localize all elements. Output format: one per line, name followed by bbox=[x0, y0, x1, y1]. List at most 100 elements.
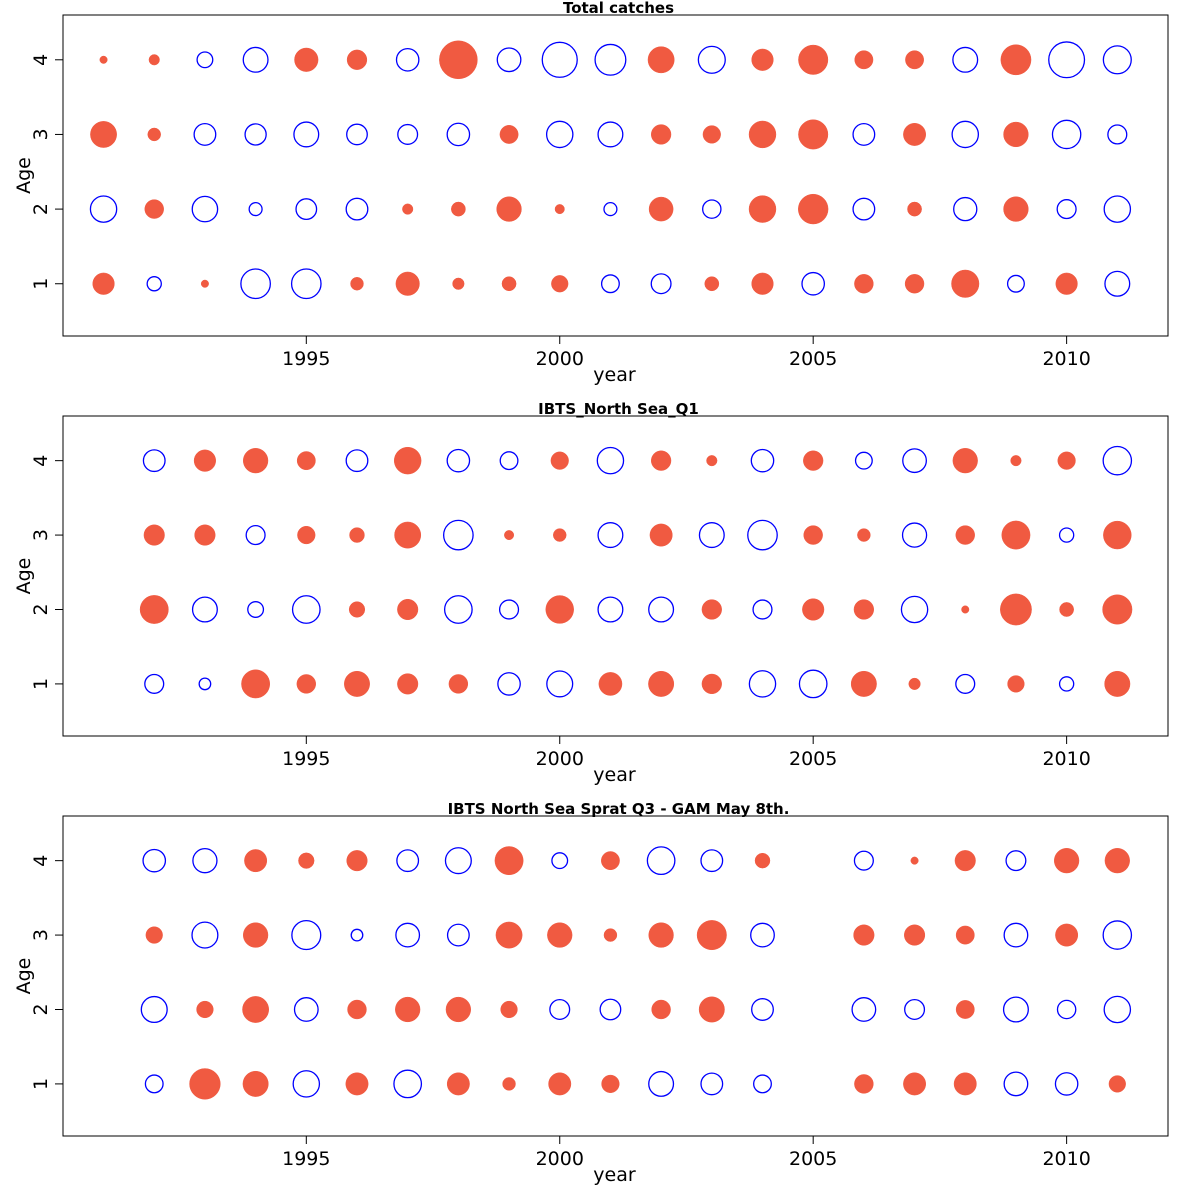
bubble-age2-2011 bbox=[1103, 195, 1132, 223]
bubble-age2-1998 bbox=[451, 201, 466, 217]
bubble-age2-2000 bbox=[545, 595, 574, 624]
bubble-age2-2003 bbox=[701, 599, 722, 620]
bubble-age3-2004 bbox=[748, 120, 777, 149]
bubble-age1-2010 bbox=[1054, 1072, 1079, 1096]
bubble-age3-1994 bbox=[245, 524, 266, 546]
bubble-age1-2009 bbox=[1007, 675, 1025, 693]
bubble-age1-1994 bbox=[240, 268, 271, 300]
bubble-age3-1997 bbox=[394, 521, 422, 549]
bubble-age3-1998 bbox=[446, 923, 470, 947]
bubble-age4-2009 bbox=[1010, 455, 1022, 467]
bubble-age4-1994 bbox=[243, 448, 269, 474]
bubble-age3-1998 bbox=[446, 122, 471, 147]
bubble-age2-2005 bbox=[802, 598, 825, 621]
bubble-age2-1994 bbox=[248, 201, 263, 217]
bubble-age1-2001 bbox=[600, 274, 620, 294]
bubble-age2-2004 bbox=[748, 195, 777, 223]
bubble-age4-2010 bbox=[1054, 848, 1080, 874]
bubble-age1-1996 bbox=[344, 670, 370, 697]
bubble-age4-2007 bbox=[902, 448, 927, 474]
bubble-age1-2006 bbox=[850, 670, 877, 697]
x-tick-label: 1995 bbox=[282, 1148, 330, 1170]
panel-1: Total catches 1995 2000 2005 2010 1 2 3 4 year Age bbox=[13, 0, 1169, 386]
bubble-age3-1999 bbox=[504, 530, 515, 541]
bubble-age3-1999 bbox=[499, 125, 519, 144]
bubble-age3-1995 bbox=[293, 121, 320, 148]
bubble-age1-2011 bbox=[1108, 1075, 1126, 1093]
bubble-age2-1995 bbox=[291, 595, 321, 624]
bubble-age3-2001 bbox=[603, 928, 618, 942]
bubble-age3-2003 bbox=[702, 125, 721, 144]
bubble-age3-2007 bbox=[904, 924, 926, 946]
bubble-age3-2002 bbox=[649, 523, 673, 547]
bubble-age4-2003 bbox=[700, 849, 724, 873]
bubble-age2-2009 bbox=[1003, 196, 1029, 222]
x-axis-label: year bbox=[593, 764, 636, 786]
plot-frame bbox=[62, 415, 1169, 737]
bubble-age1-1997 bbox=[393, 1069, 423, 1099]
bubble-age2-2008 bbox=[955, 1000, 975, 1019]
bubble-age2-1995 bbox=[295, 198, 318, 221]
bubble-age1-1998 bbox=[446, 1072, 470, 1096]
bubble-age4-1998 bbox=[439, 40, 478, 80]
bubble-age1-1993 bbox=[200, 279, 209, 288]
bubble-age1-1997 bbox=[397, 673, 419, 695]
bubble-age3-1991 bbox=[90, 121, 117, 148]
bubble-age3-2011 bbox=[1102, 920, 1133, 950]
bubble-age4-1993 bbox=[192, 847, 218, 874]
bubble-age4-1995 bbox=[294, 47, 319, 72]
bubble-age2-2008 bbox=[953, 196, 978, 222]
bubble-age3-2010 bbox=[1051, 119, 1082, 150]
bubble-age2-1996 bbox=[347, 999, 367, 1020]
bubble-age4-1996 bbox=[346, 850, 368, 872]
y-tick-label: 2 bbox=[30, 1003, 52, 1015]
bubble-age1-2004 bbox=[751, 272, 774, 295]
bubble-age4-2008 bbox=[952, 46, 979, 73]
y-tick-label: 4 bbox=[30, 54, 52, 66]
x-tick-label: 1995 bbox=[282, 348, 330, 370]
bubble-age4-2009 bbox=[1000, 44, 1032, 76]
bubble-age2-2007 bbox=[904, 998, 926, 1020]
bubble-age4-1992 bbox=[142, 449, 166, 473]
y-tick-label: 1 bbox=[30, 678, 52, 690]
bubble-age1-2008 bbox=[951, 269, 980, 298]
bubble-age4-2001 bbox=[601, 851, 620, 871]
bubble-age3-2000 bbox=[545, 120, 574, 149]
bubble-age4-2002 bbox=[647, 46, 675, 74]
bubble-age1-2005 bbox=[801, 271, 826, 296]
bubble-age2-2006 bbox=[852, 197, 876, 221]
bubble-age4-2002 bbox=[651, 450, 672, 471]
bubble-age3-2003 bbox=[696, 920, 727, 951]
x-tick-label: 2000 bbox=[536, 748, 584, 770]
bubble-age4-1993 bbox=[193, 449, 216, 472]
x-tick-label: 1995 bbox=[282, 748, 330, 770]
x-tick-label: 2010 bbox=[1042, 348, 1090, 370]
bubble-age1-1997 bbox=[395, 271, 420, 296]
bubble-age2-1994 bbox=[242, 996, 269, 1023]
bubble-age1-1994 bbox=[241, 669, 271, 699]
bubble-age3-2006 bbox=[852, 122, 876, 146]
bubble-age3-1996 bbox=[350, 928, 364, 942]
bubble-age2-2007 bbox=[900, 595, 929, 624]
panel-title: IBTS_North Sea_Q1 bbox=[538, 400, 699, 418]
bubble-age2-1992 bbox=[144, 199, 164, 219]
bubble-age1-2000 bbox=[551, 275, 569, 293]
bubble-age2-1999 bbox=[496, 196, 522, 222]
bubble-age1-1995 bbox=[296, 674, 316, 694]
bubble-age1-1999 bbox=[501, 276, 517, 292]
bubble-age3-1992 bbox=[143, 524, 165, 546]
bubble-age4-1999 bbox=[494, 846, 524, 876]
x-tick-label: 2000 bbox=[536, 1148, 584, 1170]
bubble-age2-2010 bbox=[1056, 999, 1077, 1020]
bubble-age4-2006 bbox=[854, 50, 874, 70]
bubble-age2-1994 bbox=[247, 601, 265, 618]
bubble-age3-2002 bbox=[651, 124, 672, 145]
bubble-age1-2002 bbox=[648, 1070, 675, 1097]
x-axis-label: year bbox=[593, 364, 636, 386]
y-axis-label: Age bbox=[13, 958, 35, 995]
bubble-age4-1999 bbox=[496, 47, 522, 73]
bubble-age3-2004 bbox=[750, 922, 775, 948]
y-tick-label: 4 bbox=[30, 855, 52, 867]
bubble-age4-2001 bbox=[594, 43, 627, 76]
bubble-age4-2007 bbox=[910, 856, 919, 865]
